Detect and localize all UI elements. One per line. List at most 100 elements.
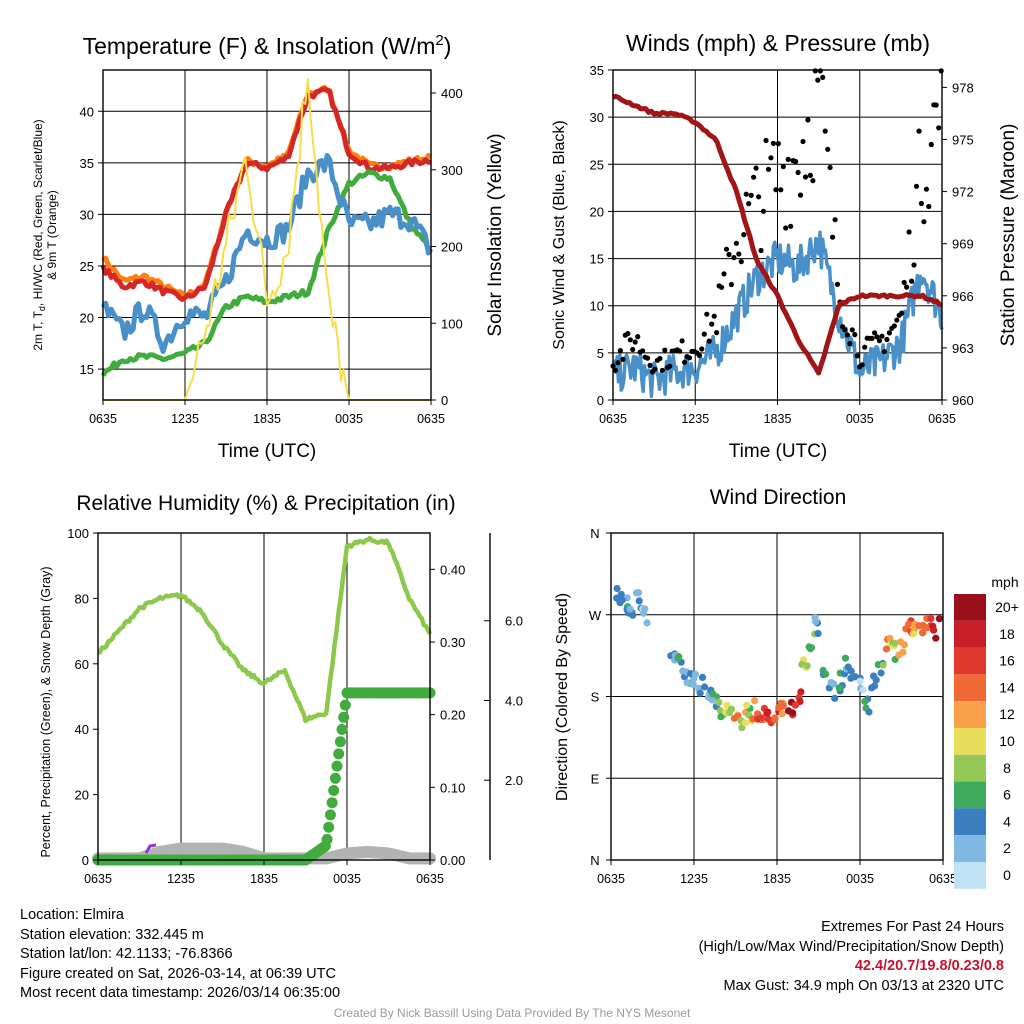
wind-xtick-label: 0035 xyxy=(846,412,874,426)
gust-point xyxy=(793,158,799,165)
wind-y2tick-label: 960 xyxy=(952,393,974,408)
legend-label: 20+ xyxy=(995,599,1019,615)
direction-point xyxy=(905,620,913,628)
temp-xtick-label: 1835 xyxy=(253,412,281,426)
wind-ytick-label: 30 xyxy=(590,110,604,125)
credit-line: Created By Nick Bassill Using Data Provi… xyxy=(333,1006,691,1020)
gust-point xyxy=(756,194,762,200)
gust-point xyxy=(677,348,683,354)
gust-point xyxy=(743,191,749,197)
direction-point xyxy=(741,719,750,727)
direction-point xyxy=(877,669,885,677)
direction-point xyxy=(683,679,691,687)
wind-y2tick-label: 978 xyxy=(952,80,974,95)
rh-title: Relative Humidity (%) & Precipitation (i… xyxy=(76,492,455,515)
rh-ylabel: Percent, Precipitation (Green), & Snow D… xyxy=(39,566,53,857)
direction-point xyxy=(708,696,716,704)
gust-point xyxy=(800,138,806,145)
snow-axis-tick-label: 2.0 xyxy=(505,773,523,788)
gust-point xyxy=(632,339,638,345)
gust-point xyxy=(686,355,693,361)
legend-label: 2 xyxy=(1003,840,1011,856)
precip-point xyxy=(333,748,345,760)
temp-ytick-label: 30 xyxy=(80,207,94,222)
snow-axis-tick-label: 6.0 xyxy=(505,614,523,629)
direction-point xyxy=(717,713,725,721)
wind-ytick-label: 10 xyxy=(590,299,604,314)
wind-xtick-label: 1835 xyxy=(764,412,792,426)
gust-point xyxy=(783,225,789,231)
gust-point xyxy=(852,332,858,338)
gust-point xyxy=(773,187,779,193)
dir-ytick-label: N xyxy=(590,853,599,868)
rh-ytick-label: 60 xyxy=(75,657,89,672)
most-recent-timestamp: Most recent data timestamp: 2026/03/14 0… xyxy=(20,985,341,1001)
direction-point xyxy=(771,714,779,722)
legend-swatch xyxy=(954,620,986,648)
gust-point xyxy=(916,128,922,134)
direction-point xyxy=(635,589,643,597)
rh-xtick-label: 0035 xyxy=(333,872,361,886)
gust-point xyxy=(659,367,666,373)
gust-point xyxy=(913,183,920,189)
gust-point xyxy=(795,169,801,176)
wind-ytick-label: 0 xyxy=(597,393,604,408)
rh-series xyxy=(97,535,432,724)
dir-ytick-label: N xyxy=(590,526,599,541)
temp-xtick-label: 0635 xyxy=(417,412,445,426)
legend-swatch xyxy=(954,835,986,862)
gust-point xyxy=(657,355,663,362)
direction-point xyxy=(738,724,746,732)
direction-point xyxy=(613,584,621,593)
direction-point xyxy=(831,694,839,703)
legend-title: mph xyxy=(991,574,1018,590)
legend-swatch xyxy=(954,728,986,755)
extremes-subtitle: (High/Low/Max Wind/Precipitation/Snow De… xyxy=(698,938,1004,955)
dir-xtick-label: 0035 xyxy=(846,872,874,886)
temp-xlabel: Time (UTC) xyxy=(218,441,317,462)
gust-point xyxy=(709,321,715,327)
direction-point xyxy=(743,701,751,709)
temp-ytick-label: 15 xyxy=(80,362,94,377)
gust-point xyxy=(869,335,875,341)
temp-ytick-label: 20 xyxy=(80,311,94,326)
wind-ytick-label: 35 xyxy=(590,63,604,78)
gust-point xyxy=(859,362,865,368)
legend-label: 14 xyxy=(999,679,1015,695)
gust-point xyxy=(891,323,897,329)
temp-xtick-label: 0635 xyxy=(89,412,117,426)
gust-point xyxy=(876,338,883,344)
temp-y2tick-label: 0 xyxy=(441,393,448,408)
gust-point xyxy=(620,356,626,362)
gust-point xyxy=(909,278,915,284)
precip-point xyxy=(323,821,335,833)
direction-point xyxy=(927,615,935,623)
direction-point xyxy=(643,619,651,627)
direction-point xyxy=(709,690,717,698)
rh-ytick-label: 100 xyxy=(67,526,89,541)
wind-y2tick-label: 966 xyxy=(952,289,974,304)
station-latlon: Station lat/lon: 42.1133; -76.8366 xyxy=(20,946,233,962)
gust-point xyxy=(862,344,868,350)
precip-point xyxy=(329,772,341,784)
gust-point xyxy=(758,247,764,254)
extremes-title: Extremes For Past 24 Hours xyxy=(821,919,1004,935)
max-gust: Max Gust: 34.9 mph On 03/13 at 2320 UTC xyxy=(723,977,1004,994)
gust-point xyxy=(733,240,740,246)
gust-point xyxy=(807,172,814,178)
wind-ytick-label: 20 xyxy=(590,204,604,219)
wind-ytick-label: 5 xyxy=(597,346,604,361)
rh-ytick-label: 0 xyxy=(82,853,89,868)
direction-point xyxy=(764,708,772,716)
legend-label: 18 xyxy=(999,626,1015,642)
legend-label: 12 xyxy=(999,706,1015,722)
rh-ytick-label: 20 xyxy=(75,788,89,803)
direction-point xyxy=(618,596,626,604)
gust-point xyxy=(832,217,838,223)
legend-label: 0 xyxy=(1003,867,1011,883)
gust-point xyxy=(854,353,860,359)
direction-point xyxy=(930,626,938,634)
direction-point xyxy=(886,634,894,643)
gust-point xyxy=(822,128,828,134)
direction-point xyxy=(674,654,682,662)
